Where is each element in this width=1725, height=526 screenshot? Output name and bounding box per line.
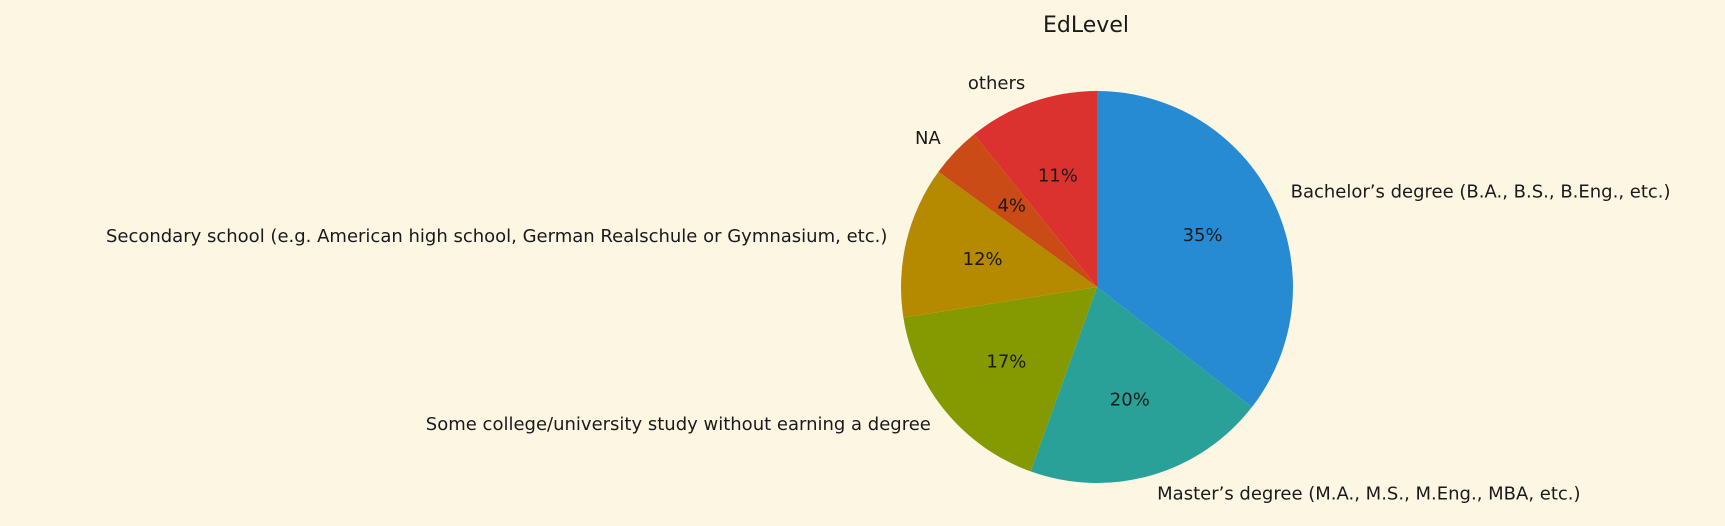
pie-slice-bachelor-s-degree-b-a-b-s-b-eng-etc xyxy=(1097,91,1293,408)
pie-slice-some-college-university-study-without-ea xyxy=(903,287,1097,472)
pie-category-label: Bachelor’s degree (B.A., B.S., B.Eng., e… xyxy=(1291,182,1671,203)
pie-percent-label: 11% xyxy=(1038,166,1078,187)
pie-percent-label: 17% xyxy=(986,351,1026,372)
pie-slice-secondary-school-e-g-american-high-schoo xyxy=(901,171,1097,318)
pie-percent-label: 20% xyxy=(1110,389,1150,410)
pie-category-labels: Bachelor’s degree (B.A., B.S., B.Eng., e… xyxy=(106,73,1671,504)
pie-category-label: Secondary school (e.g. American high sch… xyxy=(106,226,887,247)
chart-title: EdLevel xyxy=(1043,13,1129,38)
pie-percent-label: 12% xyxy=(963,249,1003,270)
pie-slice-master-s-degree-m-a-m-s-m-eng-mba-etc xyxy=(1030,287,1252,483)
pie-category-label: NA xyxy=(915,128,941,149)
pie-slices xyxy=(901,91,1293,483)
pie-category-label: Some college/university study without ea… xyxy=(426,414,931,435)
pie-percent-label: 4% xyxy=(997,195,1026,216)
pie-slice-na xyxy=(938,134,1097,287)
pie-percent-label: 35% xyxy=(1183,225,1223,246)
pie-category-label: Master’s degree (M.A., M.S., M.Eng., MBA… xyxy=(1157,484,1580,505)
pie-percent-labels: 35% 20% 17% 12% 4% 11% xyxy=(963,166,1223,411)
pie-category-label: others xyxy=(968,73,1025,94)
pie-slice-others xyxy=(973,91,1097,287)
